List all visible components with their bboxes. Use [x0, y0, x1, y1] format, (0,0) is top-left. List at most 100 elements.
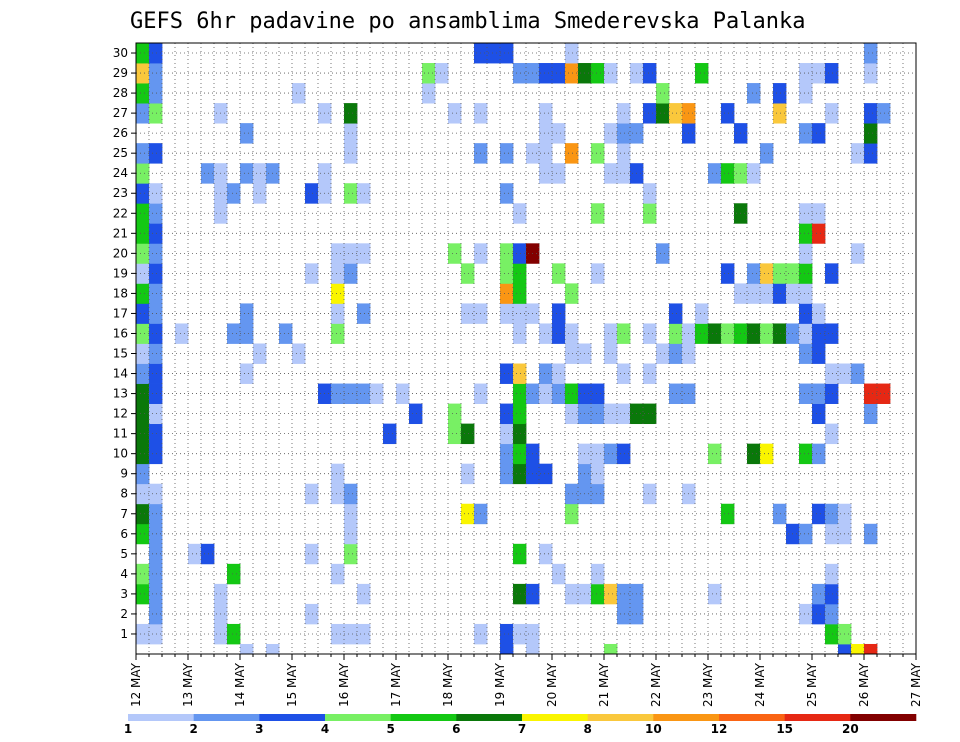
- heatmap-cell: [617, 443, 631, 465]
- heatmap-cell: [305, 183, 319, 204]
- heatmap-cell: [227, 563, 241, 585]
- heatmap-cell: [539, 323, 553, 344]
- heatmap-cell: [149, 223, 163, 244]
- heatmap-cell: [591, 203, 605, 224]
- heatmap-cell: [773, 263, 787, 284]
- heatmap-cell: [500, 463, 514, 485]
- heatmap-cell: [136, 443, 150, 465]
- heatmap-cell: [331, 483, 345, 505]
- y-axis: 1234567891011121314151617181920212223242…: [113, 46, 136, 641]
- y-tick-label: 21: [113, 226, 128, 240]
- heatmap-cell: [721, 163, 735, 184]
- heatmap-cell: [851, 643, 865, 655]
- heatmap-cell: [240, 323, 254, 344]
- heatmap-cell: [149, 563, 163, 585]
- heatmap-cell: [643, 403, 657, 425]
- heatmap-cell: [136, 583, 150, 605]
- heatmap-cell: [708, 323, 722, 344]
- heatmap-cell: [136, 423, 150, 445]
- heatmap-cell: [331, 263, 345, 284]
- heatmap-cell: [344, 243, 358, 264]
- heatmap-cell: [864, 63, 878, 84]
- heatmap-cell: [149, 423, 163, 445]
- heatmap-cell: [149, 243, 163, 264]
- heatmap-cell: [448, 423, 462, 445]
- y-tick-label: 8: [120, 487, 128, 501]
- heatmap-cell: [500, 243, 514, 264]
- heatmap-cell: [149, 583, 163, 605]
- y-tick-label: 26: [113, 126, 128, 140]
- heatmap-cell: [799, 383, 813, 404]
- y-tick-label: 9: [120, 467, 128, 481]
- heatmap-cell: [604, 343, 618, 364]
- heatmap-cell: [812, 343, 826, 364]
- heatmap-cell: [760, 263, 774, 284]
- heatmap-cell: [500, 283, 514, 304]
- heatmap-cell: [331, 623, 345, 645]
- heatmap-cell: [799, 323, 813, 344]
- heatmap-cell: [812, 603, 826, 625]
- heatmap-cell: [747, 283, 761, 304]
- colorbar-swatch: [456, 714, 523, 721]
- heatmap-cell: [851, 363, 865, 384]
- heatmap-cell: [799, 223, 813, 244]
- heatmap-cell: [773, 103, 787, 124]
- heatmap-cell: [825, 563, 839, 585]
- heatmap-cell: [617, 603, 631, 625]
- heatmap-cell: [669, 383, 683, 404]
- heatmap-cell: [149, 303, 163, 324]
- heatmap-cell: [838, 643, 852, 655]
- heatmap-cell: [331, 303, 345, 324]
- heatmap-cell: [695, 303, 709, 324]
- heatmap-cell: [812, 203, 826, 224]
- heatmap-cell: [565, 343, 579, 364]
- heatmap-cell: [669, 303, 683, 324]
- heatmap-cell: [513, 63, 527, 84]
- heatmap-cell: [552, 363, 566, 384]
- y-tick-label: 16: [113, 326, 128, 340]
- x-tick-label: 22 MAY: [649, 662, 663, 707]
- heatmap-cell: [513, 543, 527, 565]
- heatmap-cell: [825, 323, 839, 344]
- heatmap-cell: [136, 63, 150, 84]
- heatmap-cell: [617, 403, 631, 425]
- heatmap-cell: [799, 83, 813, 104]
- heatmap-cell: [136, 383, 150, 404]
- heatmap-cell: [136, 143, 150, 164]
- heatmap-cell: [773, 83, 787, 104]
- y-tick-label: 18: [113, 286, 128, 300]
- heatmap-cell: [513, 243, 527, 264]
- heatmap-cell: [136, 203, 150, 224]
- heatmap-cell: [799, 243, 813, 264]
- colorbar-swatch: [587, 714, 654, 721]
- heatmap-cell: [513, 443, 527, 465]
- heatmap-cell: [305, 483, 319, 505]
- heatmap-cell: [565, 483, 579, 505]
- heatmap-cell: [513, 423, 527, 445]
- heatmap-cell: [357, 183, 371, 204]
- heatmap-cell: [552, 303, 566, 324]
- colorbar-swatch: [193, 714, 260, 721]
- heatmap-cell: [643, 183, 657, 204]
- heatmap-cell: [877, 383, 891, 404]
- heatmap-cell: [461, 263, 475, 284]
- heatmap-cell: [695, 323, 709, 344]
- y-tick-label: 29: [113, 66, 128, 80]
- colorbar-label: 3: [255, 722, 263, 736]
- heatmap-cell: [149, 403, 163, 425]
- heatmap-cell: [825, 263, 839, 284]
- heatmap-cell: [643, 363, 657, 384]
- heatmap-cell: [565, 403, 579, 425]
- heatmap-cell: [136, 343, 150, 364]
- heatmap-cell: [604, 403, 618, 425]
- heatmap-cell: [331, 283, 345, 304]
- y-tick-label: 28: [113, 86, 128, 100]
- heatmap-cell: [825, 363, 839, 384]
- y-tick-label: 15: [113, 347, 128, 361]
- heatmap-cell: [669, 103, 683, 124]
- heatmap-cell: [812, 223, 826, 244]
- heatmap-cell: [149, 383, 163, 404]
- heatmap-cell: [344, 103, 358, 124]
- heatmap-cell: [604, 123, 618, 144]
- heatmap-cell: [552, 383, 566, 404]
